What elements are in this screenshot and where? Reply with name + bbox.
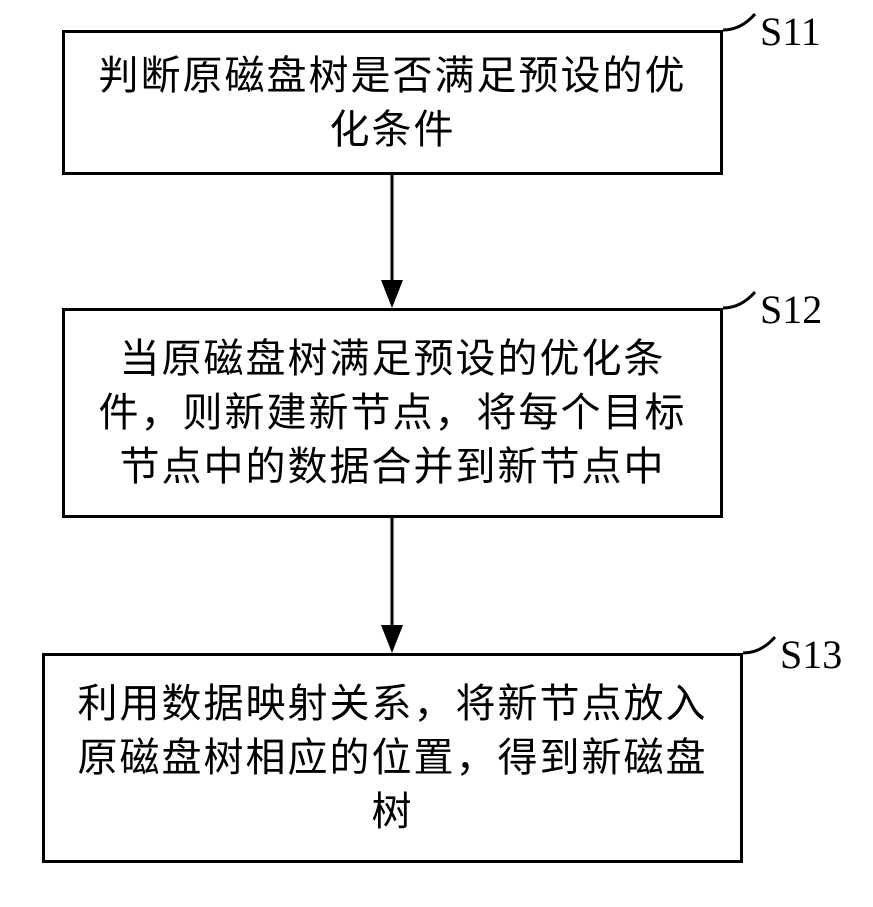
label-connector-s13	[743, 635, 783, 665]
flowchart-node-s13: 利用数据映射关系，将新节点放入原磁盘树相应的位置，得到新磁盘树	[42, 653, 743, 863]
flowchart-node-s12: 当原磁盘树满足预设的优化条件，则新建新节点，将每个目标节点中的数据合并到新节点中	[62, 308, 723, 518]
flowchart-node-s11: 判断原磁盘树是否满足预设的优化条件	[62, 30, 723, 175]
node-text: 判断原磁盘树是否满足预设的优化条件	[85, 49, 700, 157]
label-connector-s12	[723, 290, 763, 320]
step-label-s13: S13	[780, 631, 842, 678]
arrow-s11-s12	[381, 175, 403, 308]
label-connector-s11	[723, 12, 763, 42]
step-label-s12: S12	[760, 286, 822, 333]
node-text: 利用数据映射关系，将新节点放入原磁盘树相应的位置，得到新磁盘树	[65, 677, 720, 839]
step-label-s11: S11	[760, 8, 821, 55]
node-text: 当原磁盘树满足预设的优化条件，则新建新节点，将每个目标节点中的数据合并到新节点中	[85, 332, 700, 494]
flowchart-canvas: 判断原磁盘树是否满足预设的优化条件 S11 当原磁盘树满足预设的优化条件，则新建…	[0, 0, 873, 907]
arrow-s12-s13	[381, 518, 403, 653]
